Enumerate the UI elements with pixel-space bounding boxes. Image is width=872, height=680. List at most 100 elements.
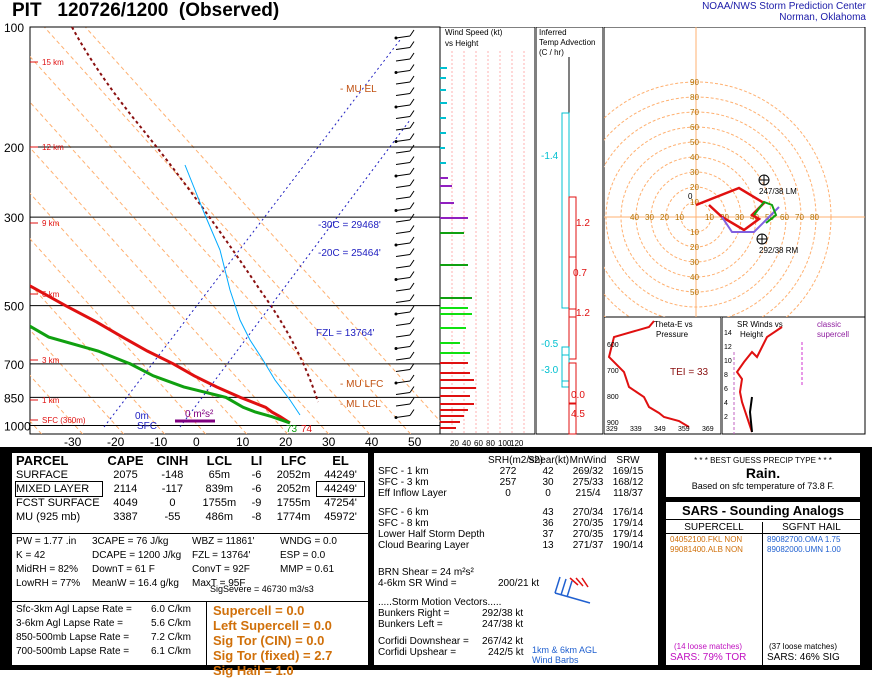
advection-value: -3.0 [541, 365, 559, 376]
wind-barb [395, 282, 415, 292]
isotherm-line [30, 192, 247, 434]
isotherm-line [30, 101, 329, 434]
parcel-cell: 44249' [316, 481, 365, 497]
barb-label2: Wind Barbs [532, 655, 579, 665]
lapse-row: 850-500mb Lapse Rate = 7.2 C/km [16, 631, 206, 645]
parcel-row: MU (925 mb) 3387 -55 486m -8 1774m 45972' [12, 510, 368, 524]
wind-speed-bars [440, 67, 476, 429]
sr-y-label: 2 [724, 414, 728, 421]
parcel-cell: MU (925 mb) [16, 511, 81, 523]
wind-axis-label: 100 [498, 439, 512, 447]
kin-cell: 169/15 [612, 466, 644, 477]
kin-cell: 271/37 [572, 540, 604, 551]
indices-cell: 3CAPE = 76 J/kg [92, 536, 169, 547]
wind-speed-bar [440, 427, 456, 429]
station-id: PIT [12, 0, 42, 21]
wind-speed-bar [440, 185, 452, 187]
wind-barb [394, 133, 415, 143]
wind-speed-bar [440, 395, 470, 397]
sr46-label: 4-6km SR Wind = [378, 578, 457, 589]
lapse-line-2 [179, 119, 411, 428]
minus20c-label: -20C = 25464' [318, 248, 381, 259]
lapse-label: Sfc-3km Agl Lapse Rate = [16, 604, 132, 615]
wind-speed-bar [440, 403, 474, 405]
sr-y-label: 14 [724, 330, 732, 337]
wind-barb [394, 202, 415, 212]
height-labels: 15 km 12 km 9 km 6 km 3 km 1 km SFC (360m) [30, 58, 86, 425]
parcel-cell: 3387 [113, 511, 138, 523]
hodo-y-label: 20 [690, 183, 699, 192]
sfc-label: SFC [137, 421, 157, 432]
kin-cell: 30 [542, 477, 554, 488]
parcel-cell: 839m [205, 483, 234, 495]
wind-barb [395, 156, 415, 165]
temp-label: 10 [236, 435, 250, 447]
wind-barb [395, 259, 415, 269]
lapse-value: 5.6 C/km [151, 618, 192, 629]
parcel-cell: 4049 [113, 497, 138, 509]
sr-y-label: 6 [724, 386, 728, 393]
wind-axis-label: 60 [474, 439, 483, 447]
hodo-y-label: 80 [690, 93, 699, 102]
wind-speed-bar [440, 217, 468, 219]
lapse-row: 700-500mb Lapse Rate = 6.1 C/km [16, 645, 206, 659]
kin-cell: Lower Half Storm Depth [378, 529, 485, 540]
hodo-y-label: 30 [690, 168, 699, 177]
wind-barb [395, 386, 415, 395]
parcel-cell: -55 [164, 511, 181, 523]
sars-supercell-header: SUPERCELL [666, 522, 762, 534]
bunkers-left-value: 247/38 kt [482, 619, 524, 630]
wind-speed-bar [440, 421, 460, 423]
hodo-y-label: 20 [690, 243, 699, 252]
wind-barb [395, 179, 415, 188]
advection-bar [568, 256, 577, 318]
wind-axis-label: 120 [510, 439, 524, 447]
indices-cell: MaxT = 95F [192, 578, 246, 589]
barb-label1: 1km & 6km AGL [532, 645, 598, 655]
parcel-header-row: PARCEL CAPE CINH LCL LI LFC EL [12, 453, 368, 468]
hodo-y-label: 10 [690, 228, 699, 237]
wind-axis-label: 80 [486, 439, 495, 447]
minus30c-label: -30C = 29468' [318, 220, 381, 231]
advection-value: 1.2 [576, 308, 590, 319]
kin-cell: 270/35 [572, 529, 604, 540]
theta-x-label: 359 [678, 426, 690, 433]
sr-y-label: 12 [724, 344, 732, 351]
kin-cell: 179/14 [612, 518, 644, 529]
sars-panel: SARS - Sounding Analogs SUPERCELL 040521… [664, 500, 862, 667]
wind-speed-bar [440, 89, 446, 91]
ml-lcl-label: - ML LCL [340, 399, 381, 410]
indices-row: MidRH = 82% DownT = 61 F ConvT = 92F MMP = … [16, 563, 368, 577]
height-label: 9 km [42, 219, 60, 228]
kin-cell: 36 [542, 518, 554, 529]
wind-barb [394, 409, 415, 419]
kin-cell: SFC - 8 km [378, 518, 429, 529]
parcel-cell: 2114 [113, 483, 138, 495]
advection-value: 1.2 [576, 218, 590, 229]
wind-barb [395, 317, 415, 326]
indices-cell: WBZ = 11861' [192, 536, 255, 547]
advection-bar [568, 403, 577, 435]
parcel-cell: -117 [161, 483, 183, 495]
theta-y-label: 700 [607, 368, 619, 375]
hail-matches: (37 loose matches) [769, 642, 838, 651]
wind-speed-bar [440, 264, 468, 266]
fzl-label: FZL = 13764' [316, 328, 375, 339]
wind-speed-bar [440, 313, 472, 315]
dewpoint-trace [30, 324, 291, 425]
storm-motion-header: .....Storm Motion Vectors..... [378, 597, 502, 608]
left-supercell-value: Left Supercell = 0.0 [213, 618, 332, 633]
wind-speed-bar [440, 77, 446, 79]
hodo-zero: 0 [688, 192, 693, 201]
kin-row: SFC - 8 km 36 270/35 179/14 [378, 518, 654, 529]
classic-label: classic [817, 320, 841, 329]
sars-title: SARS - Sounding Analogs [666, 502, 860, 520]
wind-barb [395, 328, 415, 338]
supercell-pct: SARS: 79% TOR [670, 652, 747, 663]
temperature-trace [30, 284, 291, 425]
hodograph: 40 30 20 10 10 20 30 40 50 60 70 80 90 80 70 60 50 40 30 20… [604, 27, 866, 317]
hodo-x-label: 30 [735, 213, 744, 222]
lapse-value: 7.2 C/km [151, 632, 192, 643]
wind-axis-label: 20 [450, 439, 459, 447]
